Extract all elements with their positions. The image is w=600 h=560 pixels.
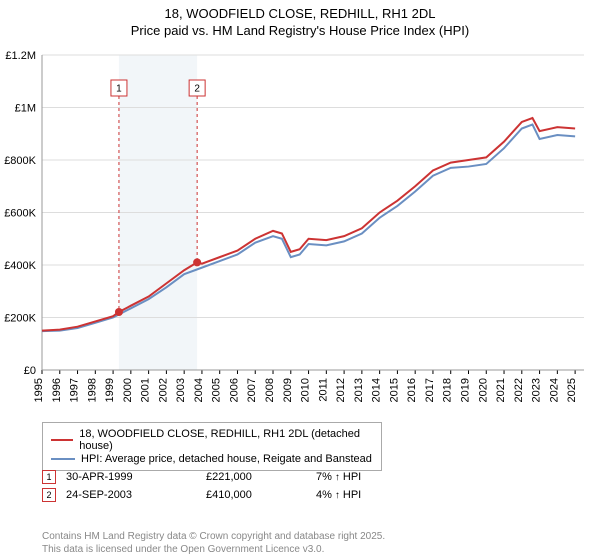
title-address: 18, WOODFIELD CLOSE, REDHILL, RH1 2DL [0, 6, 600, 23]
legend-swatch-blue [51, 458, 75, 460]
svg-text:2004: 2004 [193, 378, 205, 402]
licence-line2: This data is licensed under the Open Gov… [42, 544, 385, 557]
svg-text:2020: 2020 [477, 378, 489, 402]
svg-text:2008: 2008 [264, 378, 276, 402]
marker-price-1: £221,000 [206, 471, 306, 483]
up-arrow-icon: ↑ [335, 490, 340, 501]
marker-badge-1: 1 [42, 470, 56, 484]
svg-text:£0: £0 [24, 365, 36, 377]
svg-text:£1M: £1M [15, 103, 36, 115]
svg-text:2009: 2009 [282, 378, 294, 402]
title-subtitle: Price paid vs. HM Land Registry's House … [0, 23, 600, 40]
svg-text:2003: 2003 [175, 378, 187, 402]
svg-text:2015: 2015 [388, 378, 400, 402]
up-arrow-icon: ↑ [335, 472, 340, 483]
svg-text:1995: 1995 [33, 378, 45, 402]
svg-text:2021: 2021 [495, 378, 507, 402]
marker-date-1: 30-APR-1999 [66, 471, 196, 483]
legend: 18, WOODFIELD CLOSE, REDHILL, RH1 2DL (d… [42, 422, 382, 471]
svg-text:£800K: £800K [4, 155, 36, 167]
svg-text:£1.2M: £1.2M [5, 50, 36, 62]
chart-container: 18, WOODFIELD CLOSE, REDHILL, RH1 2DL Pr… [0, 0, 600, 560]
svg-text:1: 1 [116, 84, 122, 95]
chart-svg: £0£200K£400K£600K£800K£1M£1.2M1995199619… [42, 50, 590, 410]
marker-date-2: 24-SEP-2003 [66, 489, 196, 501]
svg-text:£200K: £200K [4, 313, 36, 325]
marker-pct-1: 7% [316, 471, 332, 483]
marker-row-2: 2 24-SEP-2003 £410,000 4% ↑ HPI [42, 488, 582, 502]
marker-suffix-2: HPI [343, 489, 361, 501]
svg-text:1997: 1997 [69, 378, 81, 402]
legend-row-hpi: HPI: Average price, detached house, Reig… [51, 453, 373, 465]
marker-pct-2: 4% [316, 489, 332, 501]
svg-text:2022: 2022 [513, 378, 525, 402]
marker-row-1: 1 30-APR-1999 £221,000 7% ↑ HPI [42, 470, 582, 484]
svg-text:2016: 2016 [406, 378, 418, 402]
svg-text:2023: 2023 [531, 378, 543, 402]
svg-text:2000: 2000 [122, 378, 134, 402]
svg-text:2014: 2014 [371, 378, 383, 402]
svg-text:2007: 2007 [246, 378, 258, 402]
marker-delta-2: 4% ↑ HPI [316, 489, 361, 501]
legend-label-subject: 18, WOODFIELD CLOSE, REDHILL, RH1 2DL (d… [79, 428, 373, 452]
svg-text:1998: 1998 [86, 378, 98, 402]
chart-title: 18, WOODFIELD CLOSE, REDHILL, RH1 2DL Pr… [0, 0, 600, 40]
licence-line1: Contains HM Land Registry data © Crown c… [42, 531, 385, 544]
svg-text:2012: 2012 [335, 378, 347, 402]
marker-delta-1: 7% ↑ HPI [316, 471, 361, 483]
svg-text:1999: 1999 [104, 378, 116, 402]
svg-text:1996: 1996 [51, 378, 63, 402]
legend-row-subject: 18, WOODFIELD CLOSE, REDHILL, RH1 2DL (d… [51, 428, 373, 452]
svg-text:2011: 2011 [317, 378, 329, 402]
svg-text:2019: 2019 [459, 378, 471, 402]
marker-price-2: £410,000 [206, 489, 306, 501]
svg-text:£400K: £400K [4, 260, 36, 272]
svg-text:2001: 2001 [140, 378, 152, 402]
svg-text:2017: 2017 [424, 378, 436, 402]
svg-text:2010: 2010 [300, 378, 312, 402]
svg-text:2024: 2024 [548, 378, 560, 402]
svg-text:2005: 2005 [211, 378, 223, 402]
legend-swatch-red [51, 439, 73, 441]
legend-label-hpi: HPI: Average price, detached house, Reig… [81, 453, 372, 465]
licence-text: Contains HM Land Registry data © Crown c… [42, 531, 385, 556]
chart-area: £0£200K£400K£600K£800K£1M£1.2M1995199619… [42, 50, 590, 410]
svg-text:2013: 2013 [353, 378, 365, 402]
svg-text:2025: 2025 [566, 378, 578, 402]
svg-text:2006: 2006 [228, 378, 240, 402]
svg-text:2: 2 [194, 84, 200, 95]
svg-text:2018: 2018 [442, 378, 454, 402]
svg-text:£600K: £600K [4, 208, 36, 220]
markers-table: 1 30-APR-1999 £221,000 7% ↑ HPI 2 24-SEP… [42, 466, 582, 506]
marker-suffix-1: HPI [343, 471, 361, 483]
svg-text:2002: 2002 [157, 378, 169, 402]
marker-badge-2: 2 [42, 488, 56, 502]
